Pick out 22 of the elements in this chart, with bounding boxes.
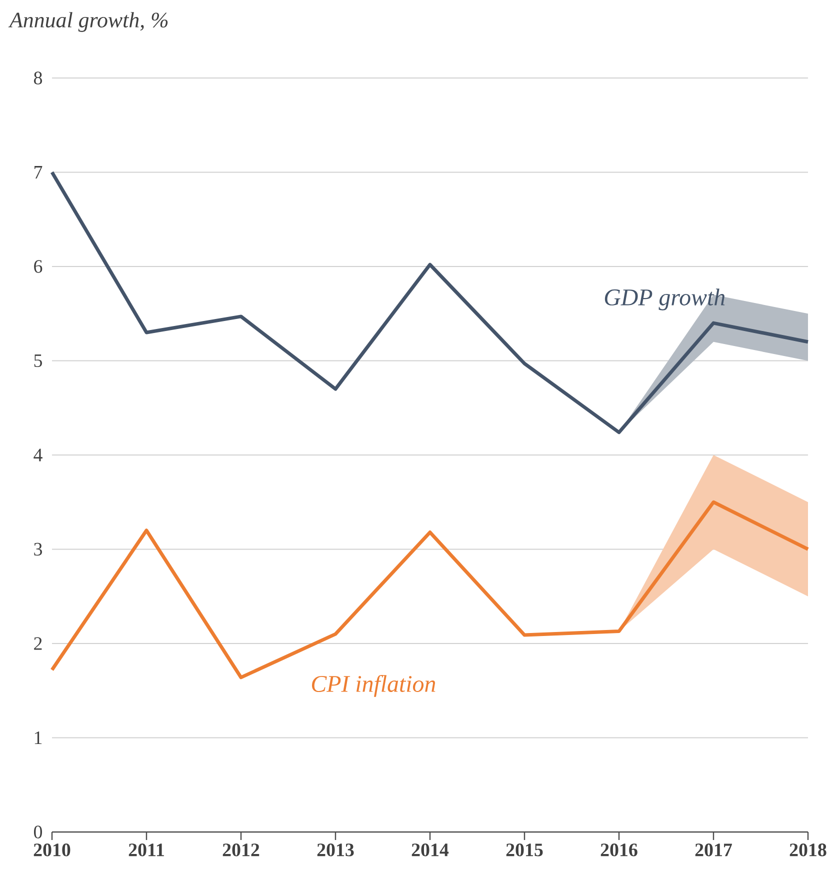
y-tick-label: 6 xyxy=(34,260,42,273)
x-tick-label: 2012 xyxy=(222,844,260,856)
x-tick-label: 2015 xyxy=(506,844,543,856)
y-tick-label: 5 xyxy=(34,354,42,368)
chart-title: Annual growth, % xyxy=(8,12,168,32)
x-tick-label: 2011 xyxy=(128,844,164,856)
series-label: GDP growth xyxy=(604,288,725,310)
line-series xyxy=(50,170,810,434)
y-tick-label: 2 xyxy=(34,637,42,650)
x-tick-label: 2016 xyxy=(600,844,638,856)
y-tick-label: 4 xyxy=(34,448,42,462)
y-tick-label: 8 xyxy=(34,72,42,84)
y-tick-label: 3 xyxy=(34,542,42,556)
x-tick-label: 2017 xyxy=(695,844,732,856)
y-tick-label: 0 xyxy=(34,826,42,838)
x-tick-label: 2013 xyxy=(317,844,354,856)
y-tick-label: 1 xyxy=(34,732,42,744)
y-tick-label: 7 xyxy=(34,166,42,178)
x-tick-label: 2018 xyxy=(790,844,826,856)
x-tick-label: 2014 xyxy=(412,844,449,856)
x-tick-label: 2010 xyxy=(34,844,70,856)
series-label: CPI inflation xyxy=(312,674,436,697)
